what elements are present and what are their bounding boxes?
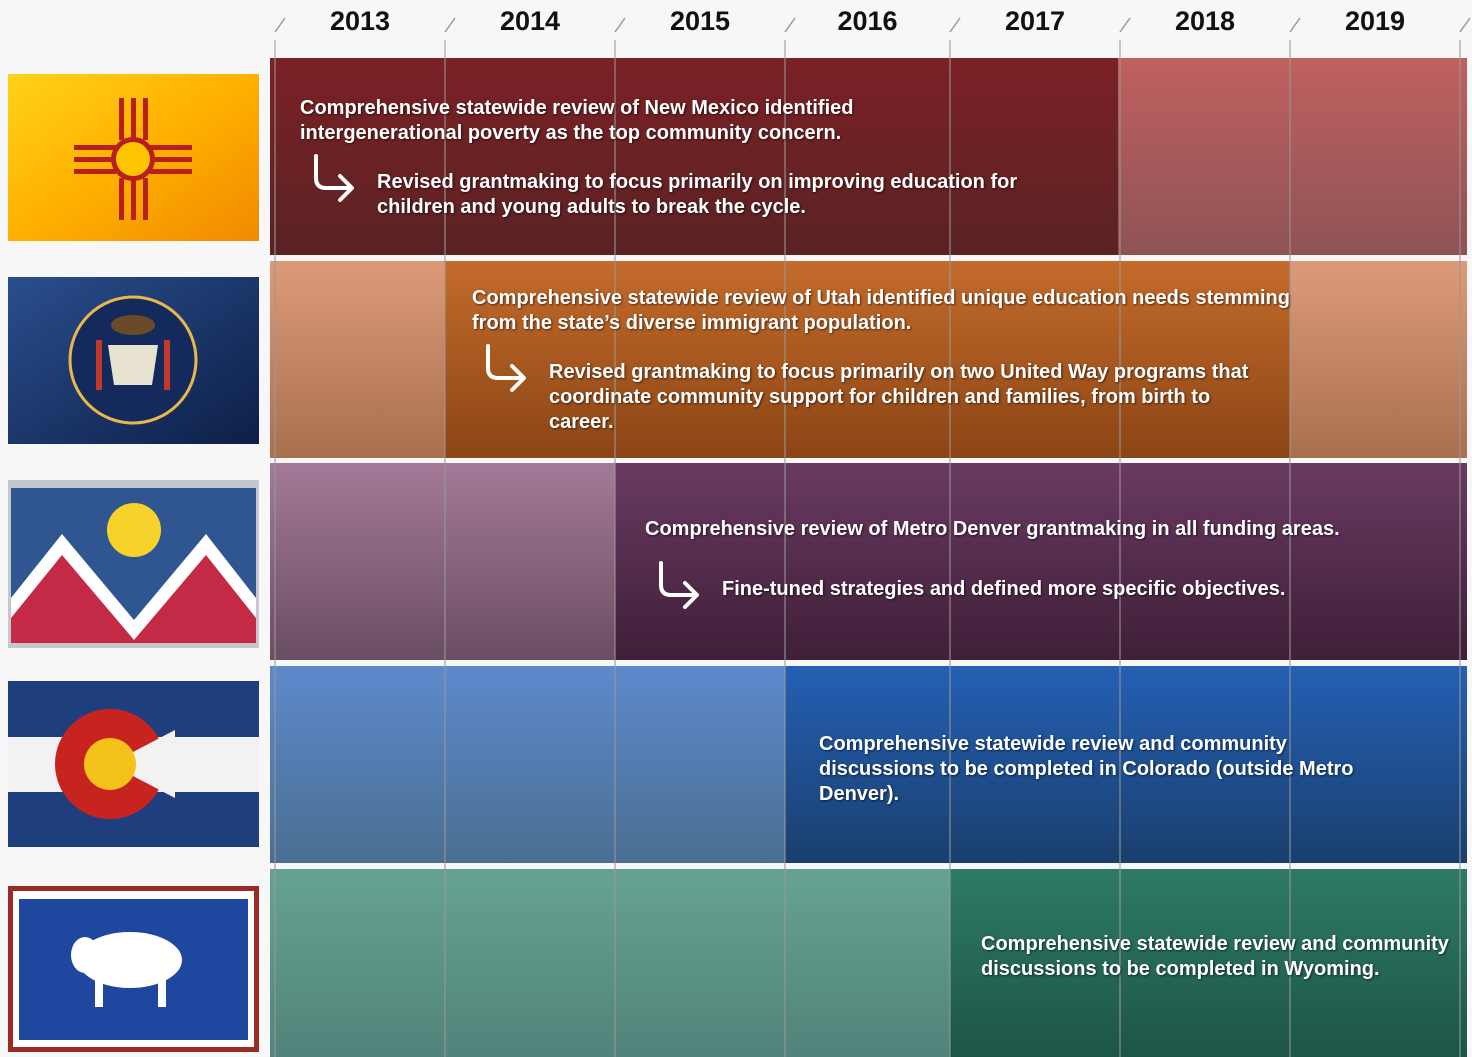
year-tick — [274, 17, 286, 33]
year-tick — [1289, 17, 1301, 33]
year-tick — [949, 17, 961, 33]
followup-text: Revised grantmaking to focus primarily o… — [377, 171, 1018, 218]
year-tick — [614, 17, 626, 33]
row-active — [270, 58, 1118, 255]
review-text: Comprehensive statewide review and commu… — [819, 733, 1354, 805]
flag-wyoming — [8, 886, 259, 1052]
followup-arrow — [659, 561, 699, 609]
flag-colorado — [8, 681, 259, 847]
row-active — [950, 869, 1467, 1057]
year-label: 2018 — [1174, 6, 1236, 36]
flag-denver — [8, 480, 259, 648]
year-tick — [444, 17, 456, 33]
review-text: Comprehensive statewide review of Utah i… — [472, 287, 1290, 334]
year-label: 2017 — [1004, 6, 1066, 36]
flag-utah — [8, 277, 259, 444]
flag-new-mexico — [8, 74, 259, 241]
followup-arrow — [486, 344, 526, 392]
followup-text: Fine-tuned strategies and defined more s… — [722, 578, 1286, 600]
review-text: Comprehensive review of Metro Denver gra… — [645, 518, 1340, 540]
year-tick — [1119, 17, 1131, 33]
row-active — [445, 261, 1290, 458]
year-tick — [784, 17, 796, 33]
year-label: 2013 — [329, 6, 391, 36]
year-label: 2014 — [499, 6, 561, 36]
review-text: Comprehensive statewide review of New Me… — [300, 97, 854, 144]
year-label: 2019 — [1344, 6, 1406, 36]
year-tick — [1459, 17, 1471, 33]
followup-text: Revised grantmaking to focus primarily o… — [549, 361, 1249, 433]
followup-arrow — [314, 154, 354, 202]
row-active — [615, 463, 1467, 660]
year-label: 2016 — [837, 6, 898, 36]
review-text: Comprehensive statewide review and commu… — [981, 933, 1449, 980]
row-active — [785, 666, 1467, 863]
year-label: 2015 — [669, 6, 731, 36]
